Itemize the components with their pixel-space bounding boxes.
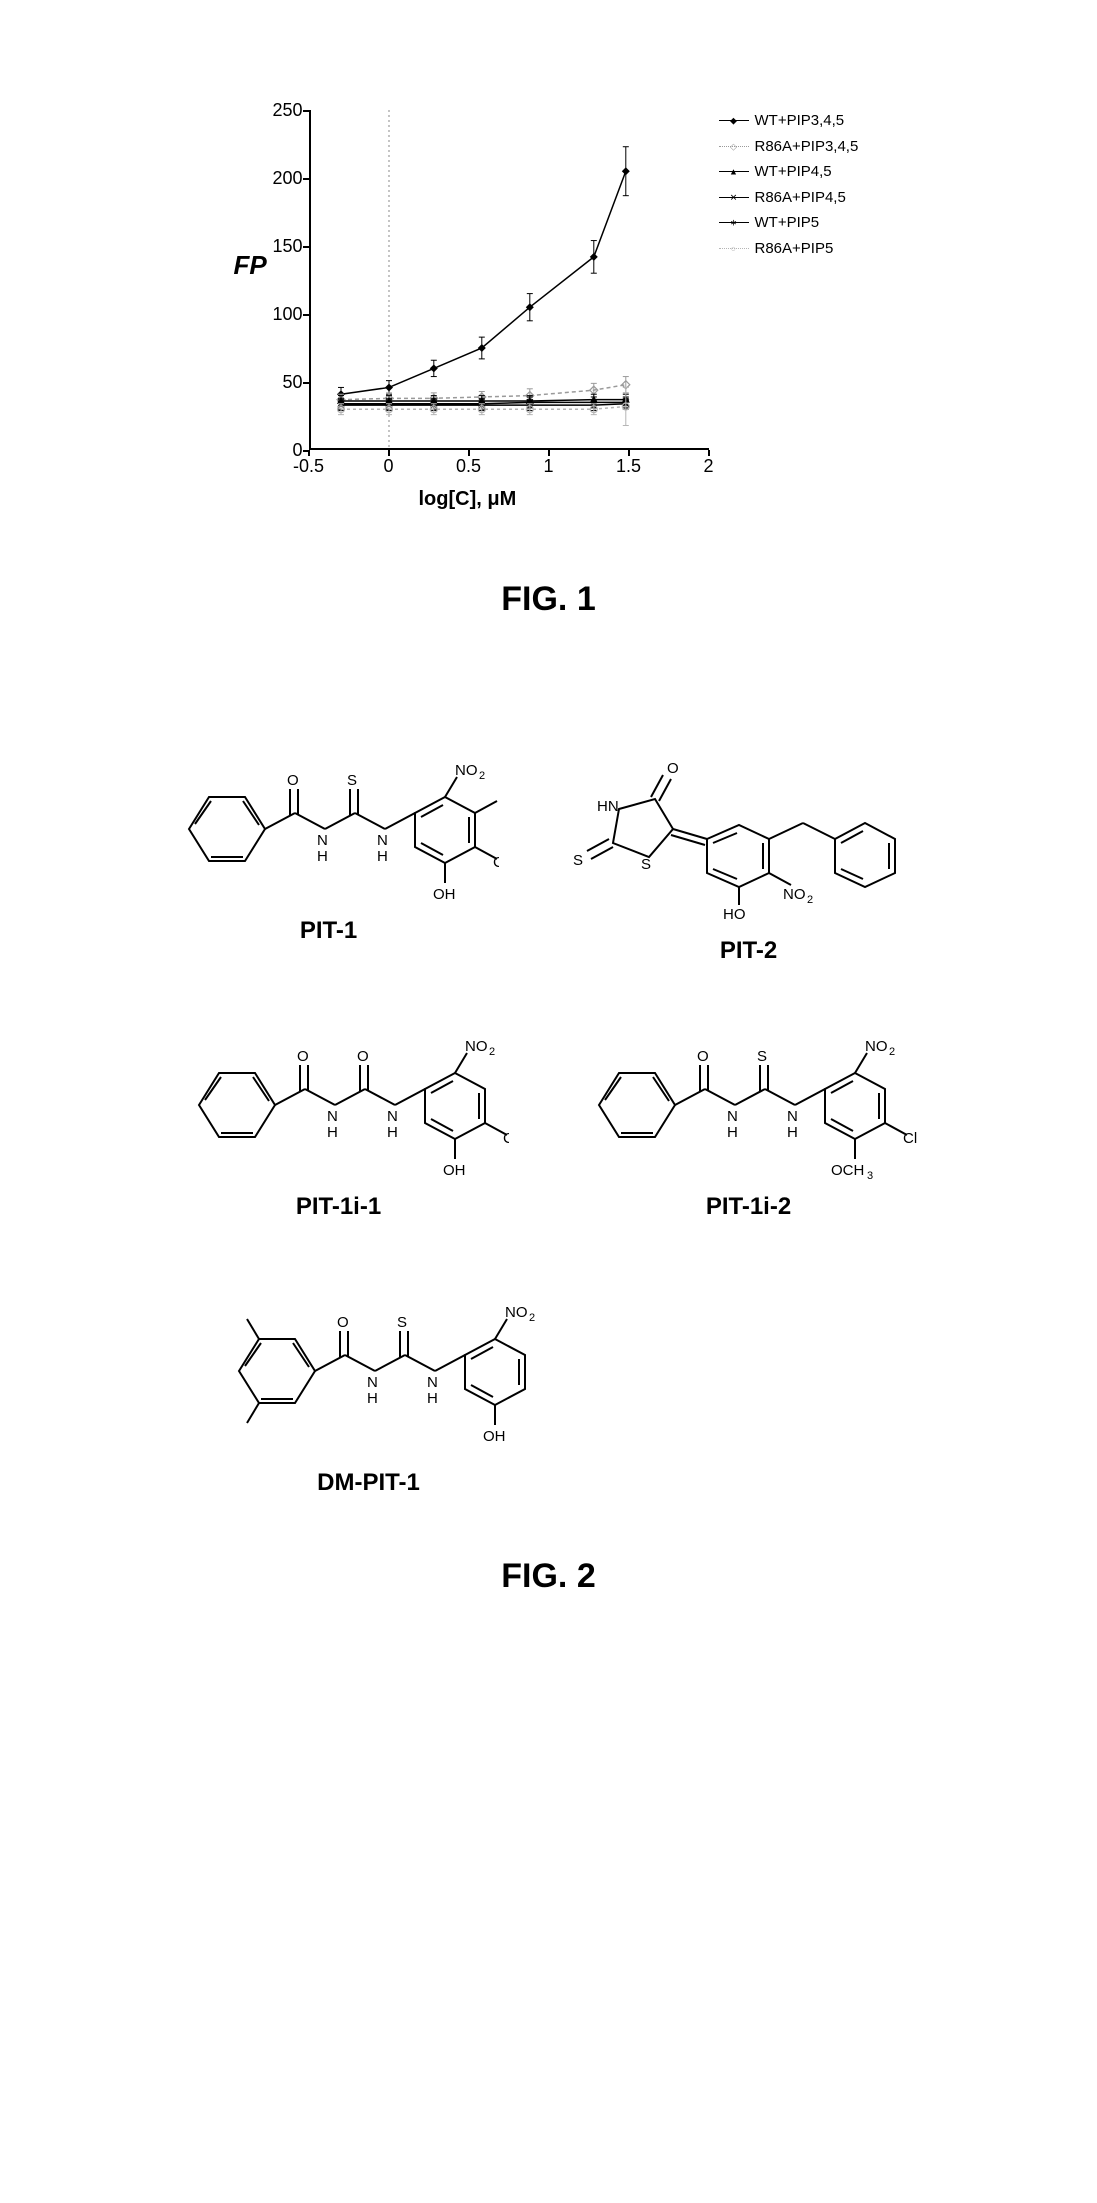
legend-label: WT+PIP4,5 <box>755 159 832 185</box>
x-tick-label: 1.5 <box>609 456 649 477</box>
svg-text:H: H <box>427 1390 438 1407</box>
legend-item: ∗WT+PIP5 <box>719 210 859 236</box>
legend-label: R86A+PIP5 <box>755 236 834 262</box>
legend-item: ◇R86A+PIP3,4,5 <box>719 134 859 160</box>
svg-text:O: O <box>337 1314 349 1331</box>
svg-text:HN: HN <box>597 798 619 815</box>
pit-1-svg: O S NH NH NO2 Cl OH <box>159 719 499 909</box>
svg-text:2: 2 <box>529 1312 535 1324</box>
svg-text:H: H <box>787 1124 798 1141</box>
svg-text:H: H <box>387 1124 398 1141</box>
y-tick-label: 200 <box>259 168 303 189</box>
svg-text:NO: NO <box>465 1038 488 1055</box>
pit-1i-2-svg: O S NH NH NO2 Cl OCH3 <box>569 995 929 1185</box>
structure-row: O S NH NH NO2 Cl OH PIT-1 <box>139 719 959 965</box>
svg-text:OH: OH <box>443 1162 466 1179</box>
x-label-text: log[C], <box>419 488 488 510</box>
structure-label: PIT-2 <box>559 937 939 965</box>
svg-text:OH: OH <box>433 886 456 903</box>
svg-text:N: N <box>787 1108 798 1125</box>
svg-text:S: S <box>347 772 357 789</box>
svg-text:Cl: Cl <box>503 1130 509 1147</box>
legend-item: ◆WT+PIP3,4,5 <box>719 108 859 134</box>
legend-label: WT+PIP5 <box>755 210 820 236</box>
svg-text:O: O <box>287 772 299 789</box>
svg-text:N: N <box>727 1108 738 1125</box>
svg-text:OH: OH <box>483 1428 506 1445</box>
fig2-caption: FIG. 2 <box>80 1557 1017 1596</box>
x-axis-label: log[C], μM <box>419 488 517 511</box>
svg-text:NO: NO <box>505 1304 528 1321</box>
fig2-grid: O S NH NH NO2 Cl OH PIT-1 <box>139 719 959 1497</box>
fig1-caption: FIG. 1 <box>80 580 1017 619</box>
svg-text:N: N <box>387 1108 398 1125</box>
x-tick-label: 0 <box>369 456 409 477</box>
svg-text:2: 2 <box>479 770 485 782</box>
structure-label: DM-PIT-1 <box>199 1469 539 1497</box>
svg-text:NO: NO <box>865 1038 888 1055</box>
svg-text:O: O <box>697 1048 709 1065</box>
pit-2-svg: HN O S S HO NO2 <box>559 719 939 929</box>
structure-pit-2: HN O S S HO NO2 PIT-2 <box>559 719 939 965</box>
y-tick-label: 100 <box>259 304 303 325</box>
svg-text:NO: NO <box>783 886 806 903</box>
svg-text:N: N <box>367 1374 378 1391</box>
structure-pit-1: O S NH NH NO2 Cl OH PIT-1 <box>159 719 499 965</box>
structure-row: O O NH NH NO2 Cl OH PIT-1i-1 <box>139 995 959 1221</box>
chart-legend: ◆WT+PIP3,4,5◇R86A+PIP3,4,5▲WT+PIP4,5✕R86… <box>719 108 859 261</box>
structure-label: PIT-1 <box>159 917 499 945</box>
svg-text:O: O <box>297 1048 309 1065</box>
svg-text:2: 2 <box>489 1046 495 1058</box>
y-tick-label: 250 <box>259 100 303 121</box>
structure-pit-1i-1: O O NH NH NO2 Cl OH PIT-1i-1 <box>169 995 509 1221</box>
structure-pit-1i-2: O S NH NH NO2 Cl OCH3 PIT-1i-2 <box>569 995 929 1221</box>
legend-label: R86A+PIP4,5 <box>755 185 846 211</box>
svg-text:Cl: Cl <box>903 1130 917 1147</box>
legend-label: WT+PIP3,4,5 <box>755 108 845 134</box>
svg-text:Cl: Cl <box>493 854 499 871</box>
fig1-chart: FP log[C], μM 050100150200250 -0.500.511… <box>199 100 899 520</box>
legend-label: R86A+PIP3,4,5 <box>755 134 859 160</box>
svg-text:H: H <box>377 848 388 865</box>
legend-item: ▲WT+PIP4,5 <box>719 159 859 185</box>
svg-text:H: H <box>367 1390 378 1407</box>
pit-1i-1-svg: O O NH NH NO2 Cl OH <box>169 995 509 1185</box>
svg-text:N: N <box>327 1108 338 1125</box>
svg-text:S: S <box>641 856 651 873</box>
y-tick-label: 50 <box>259 372 303 393</box>
svg-text:H: H <box>317 848 328 865</box>
svg-text:O: O <box>357 1048 369 1065</box>
x-tick-label: 0.5 <box>449 456 489 477</box>
legend-item: ✕R86A+PIP4,5 <box>719 185 859 211</box>
svg-text:HO: HO <box>723 906 746 923</box>
structure-label: PIT-1i-1 <box>169 1193 509 1221</box>
legend-item: ○R86A+PIP5 <box>719 236 859 262</box>
svg-text:OCH: OCH <box>831 1162 864 1179</box>
svg-text:N: N <box>377 832 388 849</box>
x-tick-label: 2 <box>689 456 729 477</box>
chart-svg <box>309 110 709 450</box>
structure-dm-pit-1: O S NH NH NO2 OH DM-PIT-1 <box>199 1251 539 1497</box>
x-tick-label: -0.5 <box>289 456 329 477</box>
svg-text:N: N <box>317 832 328 849</box>
structure-row: O S NH NH NO2 OH DM-PIT-1 <box>139 1251 959 1497</box>
svg-text:2: 2 <box>807 894 813 906</box>
x-tick-label: 1 <box>529 456 569 477</box>
svg-text:N: N <box>427 1374 438 1391</box>
svg-text:S: S <box>757 1048 767 1065</box>
svg-text:O: O <box>667 760 679 777</box>
dm-pit-1-svg: O S NH NH NO2 OH <box>199 1251 539 1461</box>
svg-text:3: 3 <box>867 1170 873 1182</box>
svg-text:2: 2 <box>889 1046 895 1058</box>
svg-text:H: H <box>327 1124 338 1141</box>
svg-text:H: H <box>727 1124 738 1141</box>
svg-text:NO: NO <box>455 762 478 779</box>
svg-text:S: S <box>397 1314 407 1331</box>
y-tick-label: 150 <box>259 236 303 257</box>
structure-label: PIT-1i-2 <box>569 1193 929 1221</box>
svg-text:S: S <box>573 852 583 869</box>
x-label-unit: μM <box>487 488 516 510</box>
